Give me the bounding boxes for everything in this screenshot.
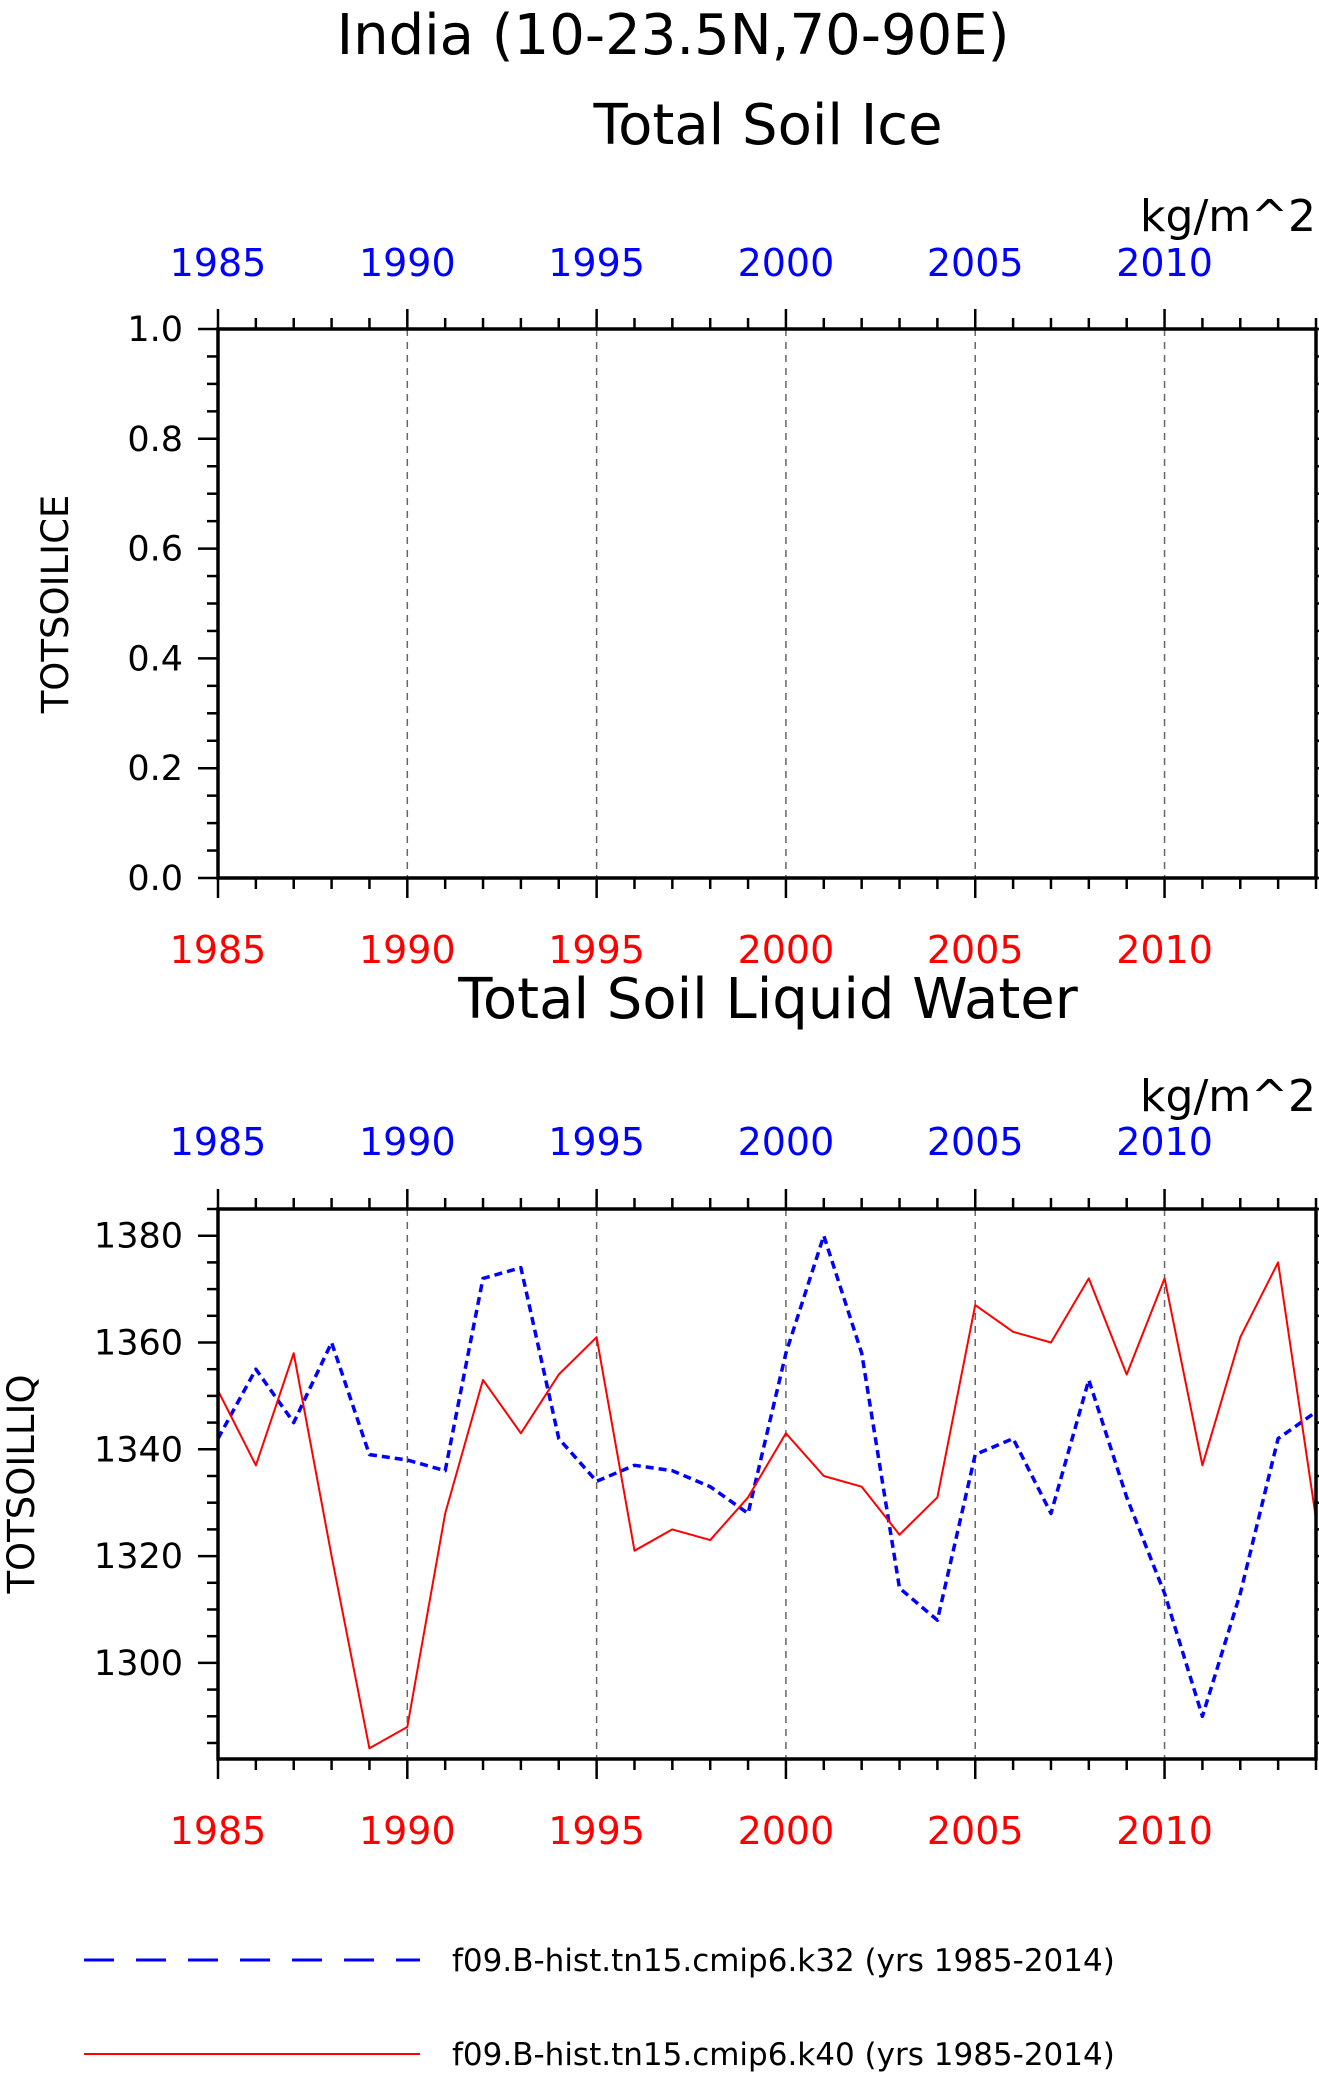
panel2-title: Total Soil Liquid Water — [457, 967, 1079, 1032]
y-tick-label: 0.6 — [127, 530, 183, 570]
panel1-ylabel: TOTSOILICE — [34, 495, 77, 715]
x-tick-label-top: 1985 — [170, 241, 267, 285]
x-tick-label-top: 2000 — [738, 1120, 835, 1164]
y-tick-label: 1320 — [94, 1537, 183, 1577]
x-tick-label-bottom: 2010 — [1116, 928, 1213, 972]
x-tick-label-bottom: 1985 — [170, 928, 267, 972]
x-tick-label-top: 2000 — [738, 241, 835, 285]
x-tick-label-bottom: 2000 — [738, 928, 835, 972]
x-tick-label-top: 2010 — [1116, 241, 1213, 285]
x-tick-label-bottom: 1990 — [359, 1809, 456, 1853]
y-tick-label: 1.0 — [127, 310, 183, 350]
legend: f09.B-hist.tn15.cmip6.k32 (yrs 1985-2014… — [84, 1943, 1115, 2073]
legend-label-k40: f09.B-hist.tn15.cmip6.k40 (yrs 1985-2014… — [452, 2037, 1115, 2073]
x-tick-label-top: 1995 — [548, 1120, 645, 1164]
y-tick-label: 1360 — [94, 1323, 183, 1363]
plot-frame — [216, 327, 1318, 880]
y-tick-label: 0.0 — [127, 859, 183, 899]
x-tick-label-top: 1995 — [548, 241, 645, 285]
y-tick-label: 0.8 — [127, 420, 183, 460]
x-tick-label-top: 1990 — [359, 1120, 456, 1164]
panel2-ylabel: TOTSOILLIQ — [0, 1374, 43, 1594]
x-tick-label-bottom: 1995 — [548, 1809, 645, 1853]
x-tick-label-bottom: 1995 — [548, 928, 645, 972]
x-tick-label-bottom: 2005 — [927, 928, 1024, 972]
x-tick-label-top: 2005 — [927, 241, 1024, 285]
x-tick-label-bottom: 1990 — [359, 928, 456, 972]
panel2-units: kg/m^2 — [1140, 1071, 1316, 1122]
series-line-k40 — [217, 1261, 1317, 1750]
plot-frame — [216, 1207, 1318, 1761]
y-tick-label: 0.2 — [127, 749, 183, 789]
y-tick-label: 1340 — [94, 1430, 183, 1470]
legend-label-k32: f09.B-hist.tn15.cmip6.k32 (yrs 1985-2014… — [452, 1943, 1115, 1979]
panel1-units: kg/m^2 — [1140, 191, 1316, 242]
x-tick-label-top: 2010 — [1116, 1120, 1213, 1164]
x-tick-label-bottom: 2000 — [738, 1809, 835, 1853]
x-tick-label-top: 2005 — [927, 1120, 1024, 1164]
panel1-title: Total Soil Ice — [592, 93, 942, 158]
series-line-k32 — [216, 1233, 1318, 1719]
x-tick-label-bottom: 2005 — [927, 1809, 1024, 1853]
panel1-plot: 1985 1985 1990 1990 1995 1995 2000 2000 2005 2005… — [127, 241, 1319, 972]
x-tick-label-top: 1990 — [359, 241, 456, 285]
x-tick-label-bottom: 1985 — [170, 1809, 267, 1853]
x-tick-label-bottom: 2010 — [1116, 1809, 1213, 1853]
figure-title: India (10-23.5N,70-90E) — [337, 3, 1010, 68]
panel2-plot: 1985 1985 1990 1990 1995 1995 2000 2000 2005 2005… — [94, 1120, 1319, 1853]
y-tick-label: 1300 — [94, 1644, 183, 1684]
y-tick-label: 1380 — [94, 1217, 183, 1257]
y-tick-label: 0.4 — [127, 639, 183, 679]
x-tick-label-top: 1985 — [170, 1120, 267, 1164]
